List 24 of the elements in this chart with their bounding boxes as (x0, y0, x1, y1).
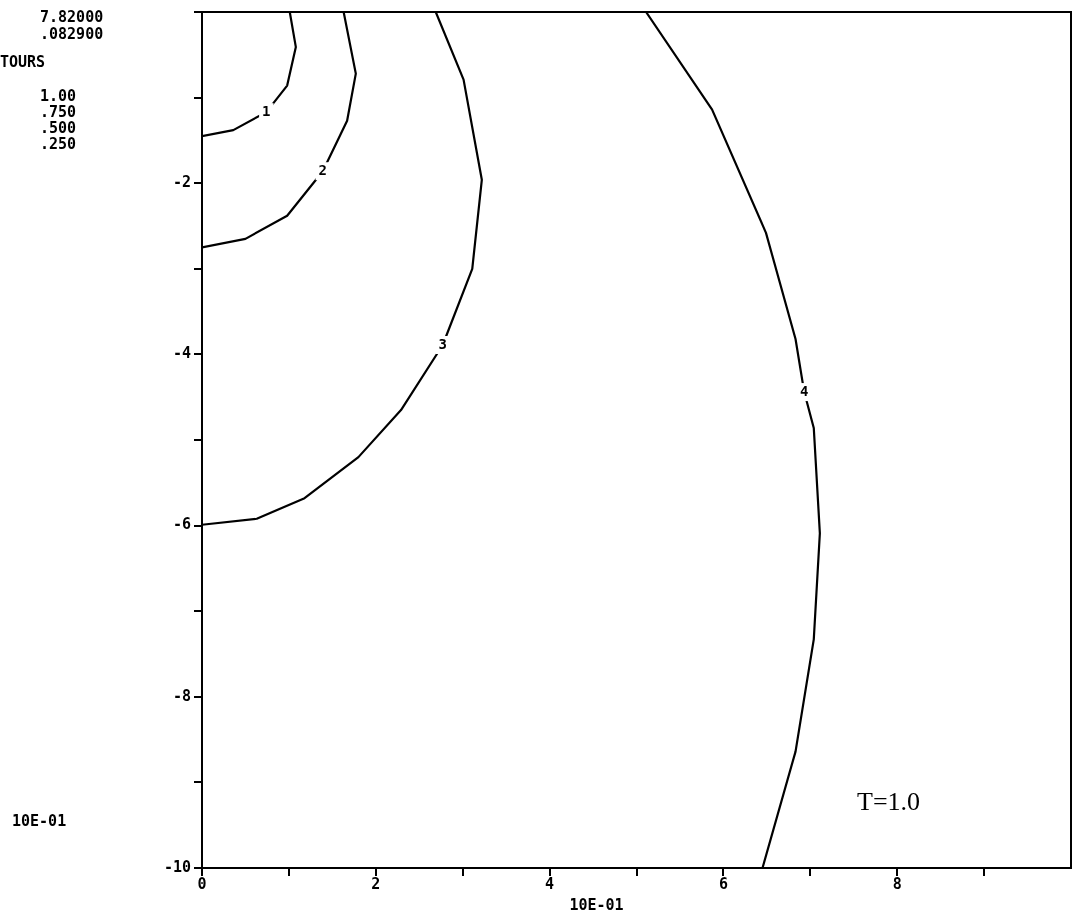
text: 7.82000 (40, 7, 104, 26)
text: .250 (40, 134, 77, 153)
text: 10E-01 (12, 811, 67, 830)
x-tick-label: 8 (892, 874, 902, 893)
annotation: 1 (262, 102, 271, 119)
y-tick-label: -8 (172, 686, 191, 705)
x-tick-label: 2 (371, 874, 381, 893)
annotation: T=1.0 (857, 786, 921, 816)
x-tick-label: 6 (718, 874, 728, 893)
text: .500 (40, 118, 77, 137)
x-tick-label: 0 (197, 874, 207, 893)
text: .750 (40, 102, 77, 121)
x-tick-label: 4 (545, 874, 555, 893)
text: TOURS (0, 52, 46, 71)
annotation: 2 (318, 161, 328, 178)
y-tick-label: -6 (172, 515, 191, 534)
x-axis-title: 10E-01 (569, 895, 624, 914)
y-tick-label: -4 (172, 344, 191, 363)
text: .082900 (40, 24, 104, 43)
annotation: 3 (438, 335, 447, 352)
y-tick-label: -10 (163, 857, 191, 876)
text: 1.00 (40, 86, 77, 105)
y-tick-label: -2 (172, 173, 191, 192)
annotation: 4 (800, 382, 809, 399)
